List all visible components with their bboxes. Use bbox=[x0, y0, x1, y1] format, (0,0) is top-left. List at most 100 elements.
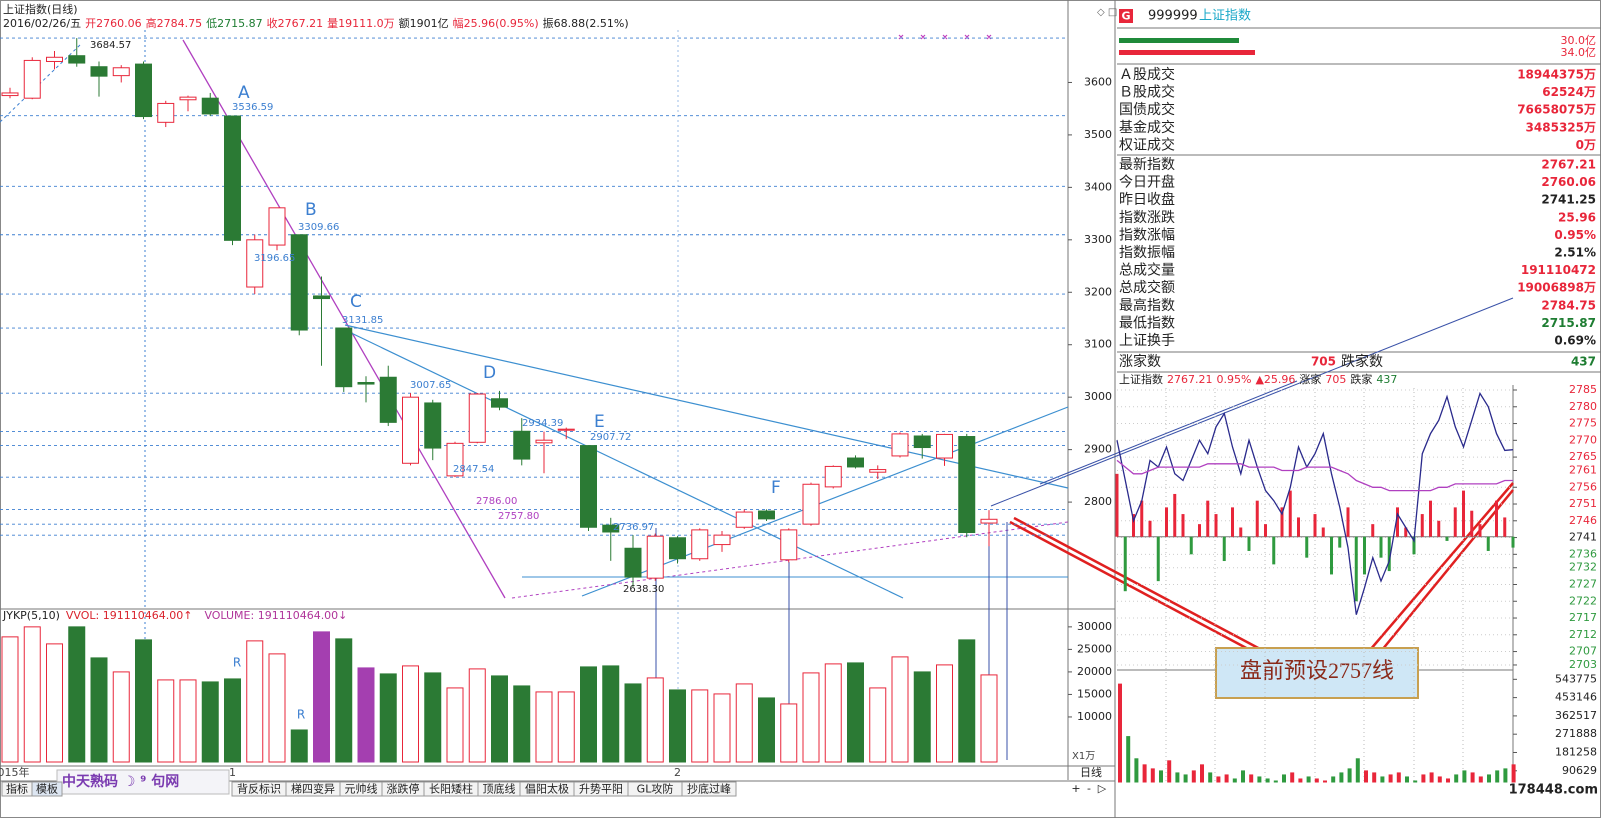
breadth-bar bbox=[1354, 536, 1358, 602]
breadth-bar bbox=[1462, 490, 1465, 537]
tab-label[interactable]: GL攻防 bbox=[637, 782, 674, 796]
y-tick-label: 181258 bbox=[1555, 745, 1597, 758]
tab-label[interactable]: 倡阳太极 bbox=[525, 782, 569, 796]
y-tick-label: 3400 bbox=[1084, 180, 1112, 193]
breadth-bar bbox=[1453, 507, 1457, 537]
volume-bar bbox=[1396, 772, 1401, 783]
stat-label: 国债成交 bbox=[1119, 101, 1175, 118]
volume-bar bbox=[1191, 770, 1196, 783]
breadth-bar bbox=[1148, 520, 1152, 537]
tab-label[interactable]: 背反标识 bbox=[237, 782, 281, 796]
candle-body bbox=[112, 67, 130, 77]
tab-label[interactable]: 元帅线 bbox=[345, 782, 378, 796]
candle-body bbox=[290, 234, 308, 331]
volume-bar bbox=[268, 653, 286, 763]
candle-body bbox=[557, 428, 575, 431]
breadth-bar bbox=[1264, 524, 1267, 537]
volume-bar bbox=[68, 626, 86, 763]
volume-bar bbox=[313, 631, 330, 763]
tab-label[interactable]: 涨跌停 bbox=[387, 782, 420, 796]
info-item: 437 bbox=[1376, 373, 1397, 386]
volume-bar bbox=[1290, 772, 1295, 783]
y-tick-label: 90629 bbox=[1562, 764, 1597, 777]
trend-line bbox=[344, 324, 1069, 489]
price-label: 2934.39 bbox=[522, 418, 563, 429]
volume-bar bbox=[713, 693, 731, 763]
control[interactable]: + bbox=[1071, 782, 1080, 795]
candle-body bbox=[847, 457, 864, 468]
breadth-bar bbox=[1313, 514, 1317, 537]
tab-label[interactable]: 顶底线 bbox=[483, 782, 516, 796]
tab-label[interactable]: 梯四变异 bbox=[291, 782, 335, 796]
stat-value: 19006898万 bbox=[1517, 281, 1596, 295]
price-label: 3684.57 bbox=[90, 40, 131, 51]
stat-value: 2760.06 bbox=[1541, 175, 1596, 189]
stat-label: 基金成交 bbox=[1119, 119, 1175, 136]
volume-bar bbox=[580, 666, 597, 763]
annotation-letter: B bbox=[305, 200, 317, 220]
candle-body bbox=[90, 66, 108, 77]
y-tick-label: 25000 bbox=[1077, 642, 1112, 655]
info-item: 2767.21 bbox=[1167, 373, 1213, 386]
volume-bar bbox=[513, 685, 531, 763]
candle-body bbox=[335, 327, 353, 388]
stat-value: 0万 bbox=[1576, 138, 1596, 152]
stat-label: 最低指数 bbox=[1119, 315, 1175, 331]
breadth-bar bbox=[1115, 473, 1119, 537]
period[interactable]: 日线 bbox=[1080, 765, 1102, 779]
turnover-bar bbox=[1119, 38, 1239, 43]
breadth-bar bbox=[1288, 490, 1292, 537]
y-tick-label: 2736 bbox=[1569, 547, 1597, 560]
y-tick-label: 2761 bbox=[1569, 463, 1597, 476]
stat-value: 2.51% bbox=[1554, 246, 1596, 260]
candle-body bbox=[913, 435, 931, 449]
y-tick-label: 3100 bbox=[1084, 338, 1112, 351]
volume-bar bbox=[468, 668, 486, 763]
volume-bar bbox=[1241, 770, 1245, 783]
tab[interactable] bbox=[31, 781, 63, 797]
stat-label: 最高指数 bbox=[1119, 297, 1175, 314]
breadth-bar bbox=[1198, 524, 1201, 537]
breadth-bar bbox=[1486, 536, 1490, 551]
control[interactable]: - bbox=[1087, 782, 1091, 795]
y-tick-label: 10000 bbox=[1077, 710, 1112, 723]
breadth-value: 705 bbox=[1311, 355, 1336, 369]
tab-label[interactable]: 指标 bbox=[6, 782, 28, 796]
callout-arrow bbox=[1369, 482, 1514, 651]
control[interactable]: ▷ bbox=[1098, 782, 1107, 795]
y-tick-label: 2800 bbox=[1084, 495, 1112, 508]
tab-label[interactable]: 抄底过峰 bbox=[687, 782, 731, 796]
volume-bar bbox=[780, 703, 798, 763]
candle-body bbox=[513, 430, 531, 460]
tab-label[interactable]: 模板 bbox=[36, 782, 58, 796]
candle-body bbox=[802, 483, 820, 525]
stat-value: 2741.25 bbox=[1541, 193, 1596, 207]
volume-annotation: R bbox=[233, 656, 241, 670]
volume-bar bbox=[869, 687, 887, 763]
breadth-bar bbox=[1503, 517, 1507, 537]
y-tick-label: 2741 bbox=[1569, 531, 1597, 544]
price-line bbox=[1116, 459, 1513, 492]
volume-bar bbox=[446, 687, 464, 763]
volume-bar bbox=[290, 729, 308, 763]
volume-bar bbox=[1167, 760, 1172, 783]
y-tick-label: 453146 bbox=[1555, 691, 1597, 704]
y-tick-label: 2900 bbox=[1084, 443, 1112, 456]
volume-bar bbox=[1232, 778, 1237, 783]
tab-label[interactable]: 升势平阳 bbox=[579, 783, 623, 796]
tab-label[interactable]: 长阳矮柱 bbox=[429, 782, 473, 796]
volume-bar bbox=[1323, 780, 1327, 783]
tab[interactable] bbox=[681, 781, 737, 797]
price-label: 3007.65 bbox=[410, 380, 451, 391]
volume-bar bbox=[1273, 780, 1278, 783]
breadth-bar bbox=[1231, 507, 1234, 537]
volume-bar bbox=[23, 626, 41, 763]
volume-annotation: R bbox=[297, 708, 305, 722]
volume-bar bbox=[402, 665, 419, 763]
badge-box bbox=[1119, 9, 1133, 23]
callout-box bbox=[1215, 647, 1419, 699]
y-tick-label: 271888 bbox=[1555, 727, 1597, 740]
candle-body bbox=[669, 537, 686, 560]
stat-label: 指数涨幅 bbox=[1119, 227, 1175, 243]
